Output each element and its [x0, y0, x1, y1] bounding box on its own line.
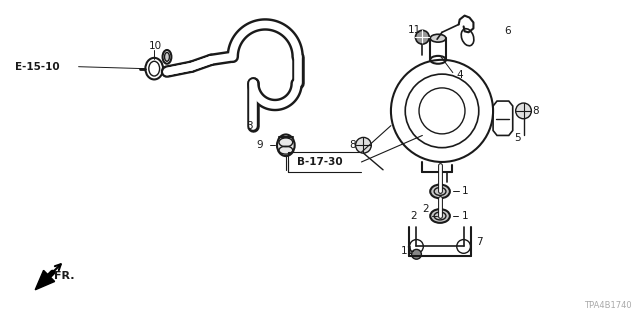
Ellipse shape [277, 134, 294, 156]
Text: TPA4B1740: TPA4B1740 [584, 301, 632, 310]
Text: 2: 2 [422, 204, 429, 214]
Ellipse shape [430, 185, 450, 198]
Text: 11: 11 [408, 25, 421, 35]
Text: 9: 9 [257, 140, 263, 150]
Text: 10: 10 [149, 41, 163, 51]
Text: E-15-10: E-15-10 [15, 62, 60, 72]
Text: 1: 1 [461, 187, 468, 196]
Ellipse shape [430, 209, 450, 223]
Text: 8: 8 [349, 140, 356, 150]
Text: 4: 4 [457, 69, 463, 80]
Ellipse shape [430, 34, 446, 42]
Ellipse shape [164, 52, 170, 61]
Text: 5: 5 [515, 133, 522, 143]
Text: 6: 6 [504, 26, 511, 36]
Circle shape [356, 137, 371, 153]
Circle shape [516, 103, 531, 119]
Text: 3: 3 [246, 121, 253, 131]
Text: 7: 7 [476, 236, 483, 246]
Polygon shape [35, 270, 54, 290]
Text: FR.: FR. [54, 271, 74, 281]
Text: 8: 8 [532, 106, 539, 116]
Text: 2: 2 [411, 211, 417, 221]
Circle shape [412, 249, 421, 259]
Text: 1: 1 [461, 211, 468, 221]
Text: 11: 11 [401, 246, 414, 256]
Circle shape [415, 30, 429, 44]
Text: B-17-30: B-17-30 [296, 157, 342, 167]
